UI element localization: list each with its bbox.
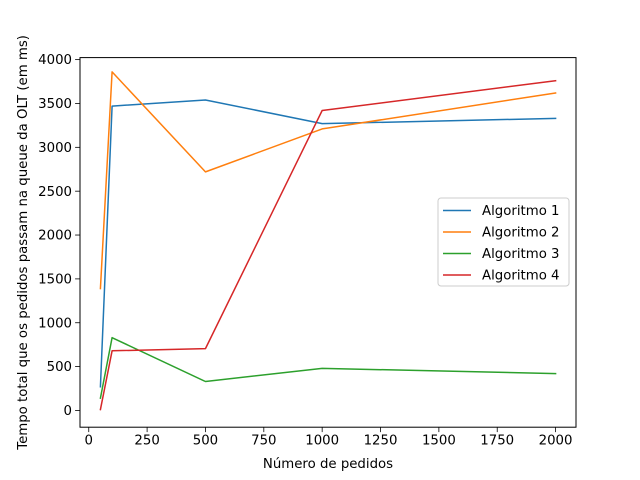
x-tick-label: 1750 <box>480 434 514 449</box>
series-line-1 <box>99 99 557 388</box>
legend-label: Algoritmo 2 <box>482 226 560 241</box>
x-tick-label: 500 <box>193 434 218 449</box>
series-line-4 <box>99 79 557 411</box>
series-line-2 <box>99 71 557 290</box>
y-tick-label: 0 <box>64 404 72 419</box>
y-tick-label: 500 <box>47 360 72 375</box>
x-tick-label: 1000 <box>305 434 339 449</box>
series-line-3 <box>99 336 557 400</box>
legend-label: Algoritmo 1 <box>482 204 560 219</box>
x-tick-label: 1250 <box>364 434 398 449</box>
y-tick-label: 3000 <box>38 141 72 156</box>
y-axis-label: Tempo total que os pedidos passam na que… <box>16 35 31 451</box>
x-axis: 0 250 500 750 1000 1250 1500 1750 2000 <box>85 427 573 449</box>
legend: Algoritmo 1 Algoritmo 2 Algoritmo 3 Algorit… <box>437 197 570 287</box>
y-tick-label: 1000 <box>38 316 72 331</box>
y-tick-label: 2000 <box>38 229 72 244</box>
y-tick-label: 2500 <box>38 185 72 200</box>
legend-label: Algoritmo 3 <box>482 247 560 262</box>
plot-frame <box>79 57 577 428</box>
x-axis-label: Número de pedidos <box>263 456 393 472</box>
x-tick-label: 1500 <box>422 434 456 449</box>
series-layer <box>99 71 557 411</box>
legend-label: Algoritmo 4 <box>482 269 560 284</box>
x-tick-label: 0 <box>85 434 93 449</box>
y-axis: 0 500 1000 1500 2000 2500 3000 3500 4000 <box>38 53 80 419</box>
x-tick-label: 750 <box>251 434 276 449</box>
x-tick-label: 250 <box>134 434 159 449</box>
y-tick-label: 1500 <box>38 272 72 287</box>
x-tick-label: 2000 <box>539 434 573 449</box>
y-tick-label: 4000 <box>38 53 72 68</box>
y-tick-label: 3500 <box>38 97 72 112</box>
legend-box <box>437 197 570 287</box>
